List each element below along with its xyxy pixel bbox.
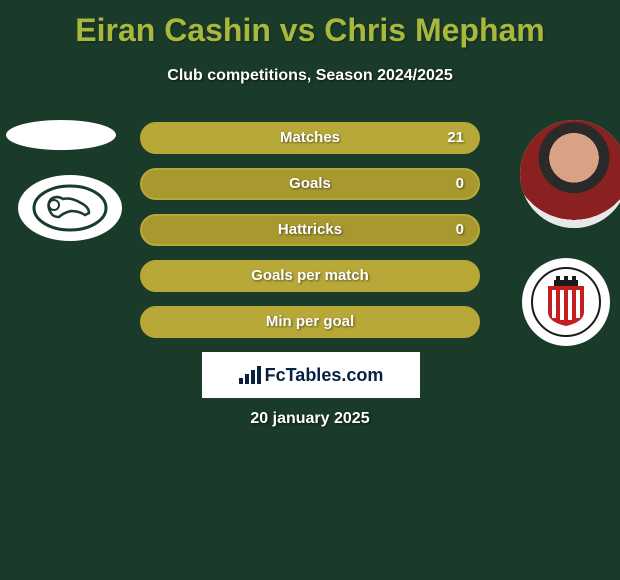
stats-container: Matches 21 Goals 0 Hattricks 0 Goals per…: [140, 122, 480, 352]
player1-avatar: [6, 120, 116, 150]
date-label: 20 january 2025: [0, 410, 620, 428]
page-subtitle: Club competitions, Season 2024/2025: [0, 67, 620, 85]
stat-value: 0: [456, 216, 464, 244]
stat-label: Min per goal: [142, 308, 478, 336]
stat-value: 21: [447, 124, 464, 152]
stat-row-goals: Goals 0: [140, 168, 480, 200]
player2-club-logo: [522, 258, 610, 346]
stat-label: Hattricks: [142, 216, 478, 244]
brand-box: FcTables.com: [202, 352, 420, 398]
brand-text: FcTables.com: [265, 365, 384, 386]
stat-label: Goals per match: [142, 262, 478, 290]
stat-value: 0: [456, 170, 464, 198]
sunderland-icon: [530, 266, 602, 338]
stat-row-hattricks: Hattricks 0: [140, 214, 480, 246]
player2-avatar: [520, 120, 620, 228]
player-face-icon: [520, 120, 620, 228]
stat-label: Matches: [142, 124, 478, 152]
bars-icon: [239, 366, 261, 384]
page-title: Eiran Cashin vs Chris Mepham: [0, 0, 620, 49]
stat-row-min-per-goal: Min per goal: [140, 306, 480, 338]
ram-icon: [31, 183, 109, 233]
stat-row-goals-per-match: Goals per match: [140, 260, 480, 292]
player1-club-logo: [18, 175, 122, 241]
stat-row-matches: Matches 21: [140, 122, 480, 154]
stat-label: Goals: [142, 170, 478, 198]
